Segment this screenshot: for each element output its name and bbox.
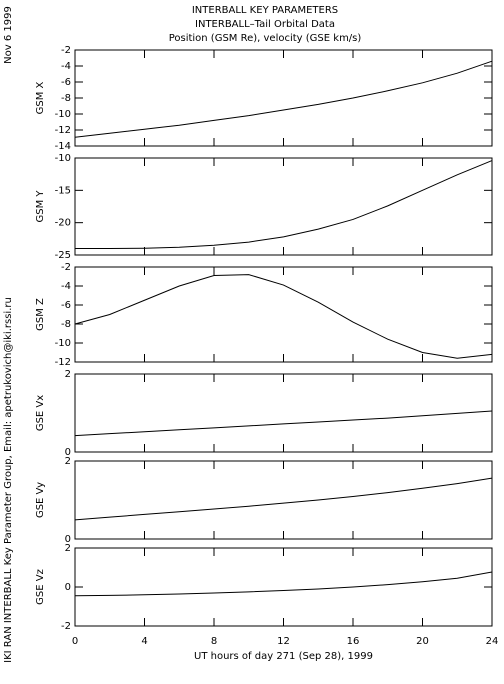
title-line: INTERBALL–Tail Orbital Data xyxy=(195,19,335,30)
title-line: INTERBALL KEY PARAMETERS xyxy=(192,5,338,16)
y-tick-label: 2 xyxy=(65,369,71,380)
y-axis-label: GSM Y xyxy=(35,190,46,223)
panel-frame xyxy=(74,547,493,627)
y-tick-label: -6 xyxy=(61,300,71,311)
y-tick-label: 0 xyxy=(65,534,71,545)
y-tick-label: 0 xyxy=(65,447,71,458)
x-tick-label: 24 xyxy=(486,636,499,647)
date: Nov 6 1999 xyxy=(3,6,14,64)
y-tick-label: -12 xyxy=(55,357,71,368)
data-line xyxy=(74,60,493,138)
panel-frame xyxy=(74,460,493,540)
y-tick-label: -10 xyxy=(55,153,71,164)
x-tick-label: 12 xyxy=(277,636,290,647)
y-tick-label: -10 xyxy=(55,338,71,349)
data-line xyxy=(74,410,493,437)
y-tick-label: -6 xyxy=(61,77,71,88)
y-tick-label: -4 xyxy=(61,61,71,72)
y-tick-label: -25 xyxy=(55,250,71,261)
x-tick-label: 4 xyxy=(141,636,147,647)
y-tick-label: -2 xyxy=(61,621,71,632)
y-axis-label: GSM Z xyxy=(35,298,46,331)
credit: IKI RAN INTERBALL Key Parameter Group, E… xyxy=(3,297,14,663)
panel-frame xyxy=(74,266,493,363)
y-tick-label: -2 xyxy=(61,45,71,56)
x-tick-label: 20 xyxy=(416,636,429,647)
y-tick-label: 2 xyxy=(65,543,71,554)
y-tick-label: -12 xyxy=(55,125,71,136)
panel-frame xyxy=(74,373,493,453)
data-line xyxy=(74,571,493,597)
data-line xyxy=(74,477,493,521)
x-tick-label: 0 xyxy=(72,636,78,647)
y-tick-label: -8 xyxy=(61,319,71,330)
y-tick-label: -10 xyxy=(55,109,71,120)
y-tick-label: 0 xyxy=(65,582,71,593)
y-axis-label: GSE Vy xyxy=(35,482,46,518)
y-tick-label: -2 xyxy=(61,262,71,273)
y-axis-label: GSE Vz xyxy=(35,569,46,605)
data-line xyxy=(75,160,493,250)
x-tick-label: 8 xyxy=(211,636,217,647)
y-tick-label: -15 xyxy=(55,185,71,196)
y-axis-label: GSM X xyxy=(35,81,46,114)
y-tick-label: -20 xyxy=(55,218,71,229)
panel-frame xyxy=(74,157,493,256)
y-tick-label: -4 xyxy=(61,281,71,292)
title-line: Position (GSM Re), velocity (GSE km/s) xyxy=(169,33,362,44)
data-line xyxy=(74,274,493,359)
x-axis-label: UT hours of day 271 (Sep 28), 1999 xyxy=(194,651,373,662)
panel-frame xyxy=(74,49,493,147)
x-tick-label: 16 xyxy=(347,636,360,647)
y-tick-label: -8 xyxy=(61,93,71,104)
y-tick-label: -14 xyxy=(55,141,71,152)
y-axis-label: GSE Vx xyxy=(35,395,46,431)
y-tick-label: 2 xyxy=(65,456,71,467)
